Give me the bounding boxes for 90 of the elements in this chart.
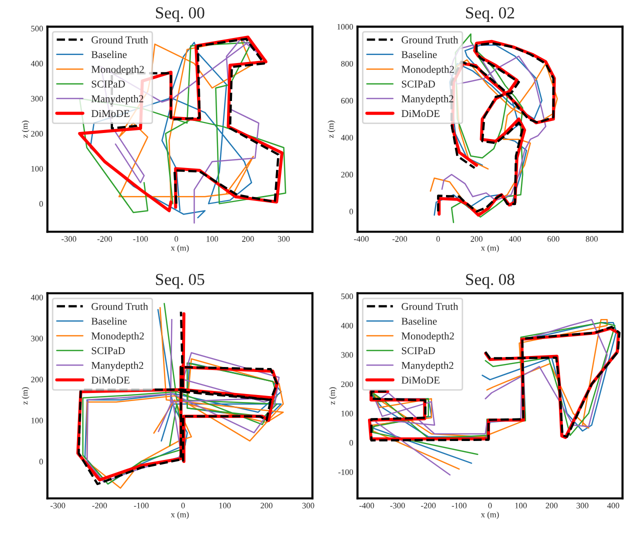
x-tick-label: 100 [515, 502, 527, 508]
legend-label: DiMoDE [402, 376, 440, 384]
y-tick-label: -100 [338, 469, 354, 475]
legend-label: Manydepth2 [402, 94, 454, 104]
x-tick-label: 0 [174, 236, 178, 242]
chart-title: Seq. 00 [156, 7, 204, 22]
legend-label: Ground Truth [92, 36, 148, 44]
y-axis-title: z (m) [328, 120, 336, 138]
legend-label: DiMoDE [91, 110, 130, 118]
legend-label: SCIPaD [402, 347, 435, 354]
x-tick-label: 400 [508, 236, 521, 242]
x-tick-label: -300 [390, 502, 405, 508]
y-tick-label: 300 [31, 96, 43, 102]
x-axis-title: x (m) [170, 244, 189, 252]
x-tick-label: 300 [576, 502, 588, 508]
legend-label: DiMoDE [91, 376, 130, 384]
y-tick-label: 500 [341, 294, 354, 300]
x-tick-label: -100 [134, 502, 149, 508]
legend-label: Ground Truth [92, 302, 148, 310]
y-tick-label: 400 [340, 134, 354, 140]
y-axis-title: z (m) [22, 387, 30, 404]
legend-label: Monodepth2 [91, 332, 144, 342]
x-tick-label: 200 [546, 502, 558, 508]
legend-label: Manydepth2 [91, 362, 144, 372]
x-tick-label: 300 [278, 236, 290, 242]
x-axis-title: x (m) [480, 511, 499, 520]
chart-title: Seq. 02 [466, 7, 514, 22]
y-tick-label: 500 [31, 26, 43, 32]
x-tick-label: 0 [488, 502, 492, 508]
y-tick-label: 800 [341, 60, 354, 67]
y-tick-label: 100 [31, 166, 43, 172]
x-tick-label: -300 [62, 236, 76, 242]
x-tick-label: -100 [133, 236, 148, 242]
x-tick-label: 600 [547, 236, 560, 242]
x-tick-label: 200 [260, 502, 272, 508]
legend-label: Baseline [91, 50, 127, 58]
y-tick-label: 0 [39, 201, 43, 207]
x-tick-label: 100 [206, 236, 218, 242]
chart-title: Seq. 05 [156, 274, 204, 288]
legend-label: Baseline [402, 317, 437, 325]
x-tick-label: 400 [607, 502, 620, 508]
legend-label: SCIPaD [92, 347, 125, 354]
legend-label: Manydepth2 [91, 94, 144, 104]
x-tick-label: 0 [436, 236, 440, 242]
x-tick-label: 800 [586, 236, 598, 242]
y-tick-label: 200 [31, 376, 43, 382]
y-tick-label: 300 [31, 336, 43, 342]
x-tick-label: 200 [470, 236, 482, 242]
y-tick-label: 600 [341, 98, 354, 104]
y-tick-label: 200 [341, 381, 354, 388]
x-tick-label: -300 [50, 502, 66, 508]
y-tick-label: 0 [349, 208, 354, 214]
x-axis-title: x (m) [480, 244, 499, 252]
y-tick-label: 300 [341, 352, 354, 358]
legend-label: Baseline [91, 317, 127, 325]
y-tick-label: 100 [342, 410, 354, 416]
legend-label: Ground Truth [402, 302, 458, 310]
legend-label: SCIPaD [92, 80, 125, 88]
x-tick-label: -400 [354, 236, 369, 242]
legend-label: Ground Truth [402, 36, 458, 44]
x-tick-label: -200 [92, 502, 107, 508]
legend-label: DiMoDE [402, 110, 440, 118]
x-tick-label: 0 [181, 502, 185, 508]
legend-label: Monodepth2 [91, 66, 144, 75]
x-tick-label: -200 [421, 502, 436, 508]
y-tick-label: 200 [31, 130, 43, 137]
y-tick-label: 0 [39, 458, 43, 464]
legend-label: Monodepth2 [402, 332, 454, 342]
chart-title: Seq. 08 [466, 274, 514, 288]
legend-label: Baseline [402, 50, 437, 58]
y-tick-label: 400 [340, 322, 354, 328]
x-tick-label: 300 [302, 502, 314, 508]
x-tick-label: -100 [452, 502, 467, 508]
legend-label: Monodepth2 [402, 66, 454, 75]
x-tick-label: 200 [242, 236, 254, 242]
x-tick-label: -200 [97, 236, 112, 242]
y-tick-label: 200 [341, 172, 354, 178]
y-axis-title: z (m) [329, 387, 337, 404]
y-tick-label: 400 [30, 60, 43, 66]
legend-label: Manydepth2 [402, 362, 454, 372]
x-tick-label: 100 [219, 502, 231, 508]
y-tick-label: 0 [349, 440, 354, 446]
legend-label: SCIPaD [402, 80, 435, 88]
y-axis-title: z (m) [22, 120, 30, 138]
x-tick-label: -200 [392, 236, 408, 242]
y-tick-label: 400 [30, 294, 43, 300]
x-tick-label: -400 [359, 502, 374, 508]
y-tick-label: 1000 [337, 24, 354, 30]
x-axis-title: x (m) [170, 511, 189, 520]
y-tick-label: 100 [31, 418, 43, 424]
